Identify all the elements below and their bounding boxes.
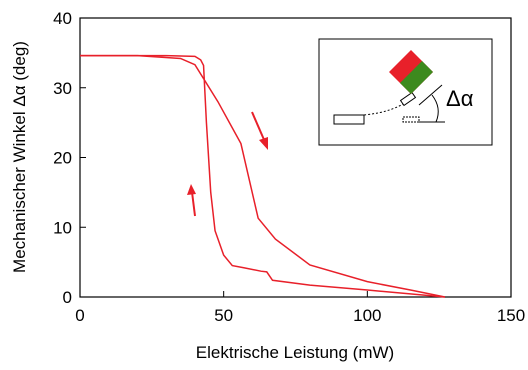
data-line (80, 54, 445, 298)
arrow (191, 191, 196, 217)
inset-base (333, 114, 365, 125)
arrow (251, 111, 266, 143)
arrows (187, 111, 268, 217)
x-axis-label: Elektrische Leistung (mW) (196, 343, 394, 362)
data-line (80, 54, 446, 298)
inset-mirror (400, 61, 433, 94)
x-tick-label: 0 (75, 306, 84, 325)
inset-beam (363, 97, 413, 116)
inset-rest (402, 116, 420, 123)
y-axis-label: Mechanischer Winkel Δα (deg) (10, 41, 29, 273)
y-tick-label: 40 (53, 9, 72, 28)
arrow-head (259, 137, 268, 150)
x-tick-label: 100 (353, 306, 381, 325)
inset: Δα (318, 38, 493, 146)
x-tick-label: 50 (214, 306, 233, 325)
y-tick-label: 10 (53, 218, 72, 237)
inset-tip (399, 91, 417, 107)
inset-arc (431, 94, 439, 123)
y-tick-label: 30 (53, 79, 72, 98)
x-tick-label: 150 (497, 306, 525, 325)
inset-ray (418, 84, 443, 106)
inset-label: Δα (446, 86, 474, 111)
y-tick-label: 0 (63, 288, 72, 307)
arrow-head (187, 184, 196, 195)
y-tick-label: 20 (53, 149, 72, 168)
